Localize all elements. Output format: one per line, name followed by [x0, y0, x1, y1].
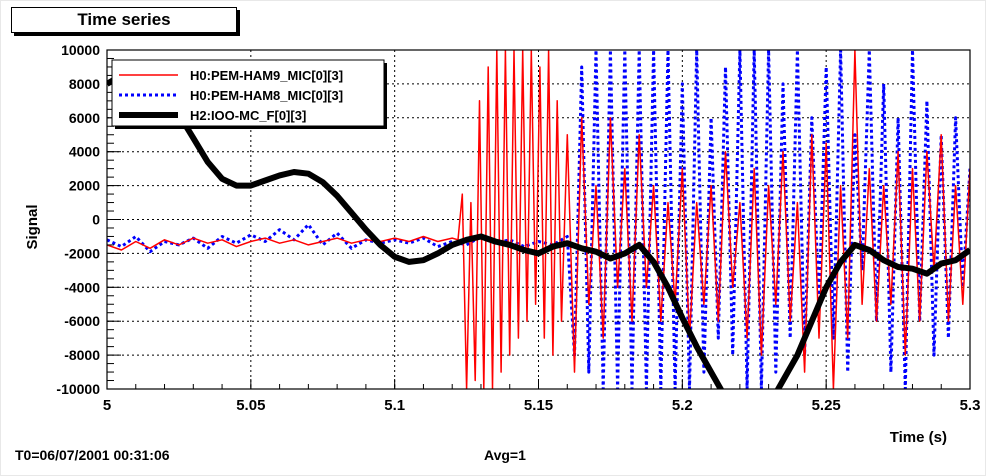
x-axis-label: Time (s): [890, 429, 947, 446]
legend-label-1: H0:PEM-HAM9_MIC[0][3]: [190, 68, 343, 83]
series-line-3: [107, 67, 970, 389]
x-tick-label: 5.25: [812, 397, 841, 414]
legend-label-2: H0:PEM-HAM8_MIC[0][3]: [190, 88, 343, 103]
y-tick-label: -6000: [64, 313, 100, 329]
y-tick-label: -2000: [64, 245, 100, 261]
legend: H0:PEM-HAM9_MIC[0][3] H0:PEM-HAM8_MIC[0][…: [111, 59, 387, 129]
y-tick-label: 8000: [69, 76, 100, 92]
legend-label-3: H2:IOO-MC_F[0][3]: [190, 108, 306, 123]
y-tick-label: -8000: [64, 347, 100, 363]
x-tick-label: 5.2: [672, 397, 693, 414]
y-tick-label: 0: [92, 212, 100, 228]
y-tick-label: 6000: [69, 110, 100, 126]
y-tick-label: -4000: [64, 279, 100, 295]
x-tick-label: 5.3: [960, 397, 981, 414]
y-axis-label: Signal: [24, 204, 41, 249]
x-tick-label: 5.15: [524, 397, 553, 414]
y-tick-label: 10000: [61, 42, 100, 58]
x-tick-label: 5.05: [236, 397, 265, 414]
y-tick-label: 2000: [69, 178, 100, 194]
y-tick-label: -10000: [56, 381, 100, 397]
series-line-1: [107, 50, 970, 389]
average-count: Avg=1: [484, 447, 526, 463]
x-tick-label: 5.1: [384, 397, 405, 414]
y-tick-label: 4000: [69, 144, 100, 160]
series-line-2: [107, 50, 970, 389]
t0-timestamp: T0=06/07/2001 00:31:06: [15, 447, 170, 463]
plot-title: Time series: [11, 7, 237, 33]
x-tick-label: 5: [103, 397, 111, 414]
